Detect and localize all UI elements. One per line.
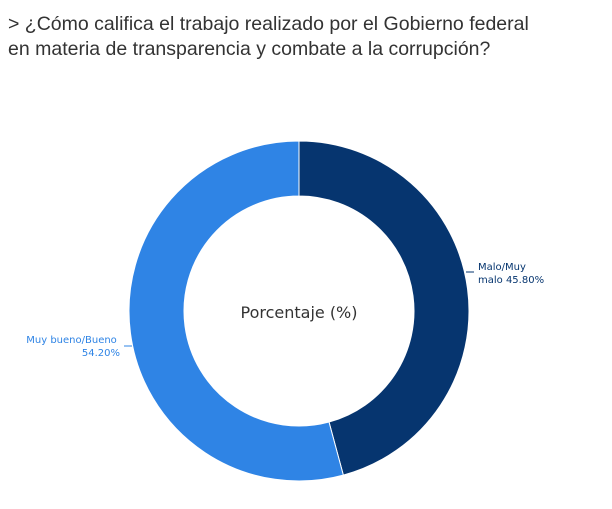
chart-title-line-1: > ¿Cómo califica el trabajo realizado po… [8,13,529,35]
slice-muy-bueno-bueno[interactable] [128,140,344,482]
center-label: Porcentaje (%) [240,303,357,322]
chart-title-line-2: en materia de transparencia y combate a … [8,38,491,60]
slice-label-bueno-line-2: 54.20% [82,348,120,359]
slice-label-malo: Malo/Muy malo 45.80% [478,262,544,286]
slice-label-bueno: Muy bueno/Bueno 54.20% [26,335,120,359]
slice-label-bueno-line-1: Muy bueno/Bueno [26,335,117,346]
chart-title: > ¿Cómo califica el trabajo realizado po… [8,12,608,62]
slice-malo-muy-malo[interactable] [298,140,470,476]
slice-label-malo-line-2: malo 45.80% [478,275,544,286]
slice-label-malo-line-1: Malo/Muy [478,262,526,273]
